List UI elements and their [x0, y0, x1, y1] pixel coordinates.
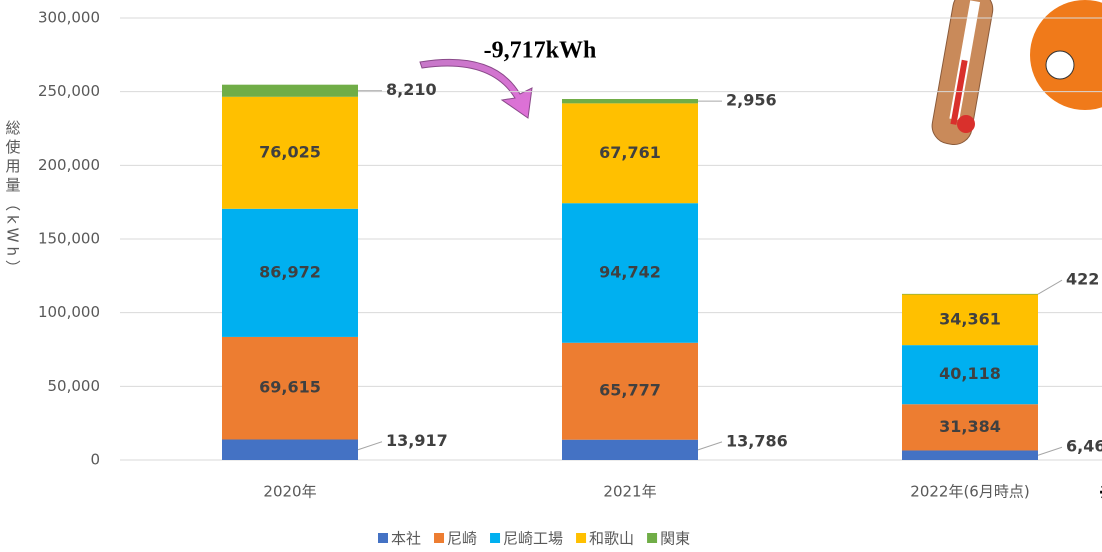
note: ※	[1098, 481, 1102, 506]
value-label: 13,917	[386, 431, 448, 450]
value-label: 76,025	[259, 142, 321, 161]
value-label: 2,956	[726, 91, 777, 110]
value-label: 40,118	[939, 364, 1001, 383]
y-tick-label: 300,000	[38, 9, 100, 27]
legend-swatch	[647, 533, 657, 543]
leader-line	[358, 442, 382, 450]
bar-segment	[902, 294, 1038, 295]
y-tick-label: 50,000	[48, 377, 101, 395]
legend-label: 和歌山	[589, 530, 634, 548]
value-label: 34,361	[939, 309, 1001, 328]
value-label: 94,742	[599, 262, 661, 281]
bar-segment	[562, 440, 698, 460]
value-label: 65,777	[599, 381, 661, 400]
y-tick-label: 0	[90, 451, 100, 469]
value-label: 86,972	[259, 262, 321, 281]
legend-label: 関東	[660, 530, 690, 548]
annotation: -9,717kWh	[484, 38, 597, 64]
value-label: 8,210	[386, 80, 437, 99]
leader-line	[1038, 447, 1062, 455]
y-tick-label: 150,000	[38, 230, 100, 248]
chart: 総使用量（kWh） -9,717kWh ※ 0 50,000 100,000 150,…	[0, 0, 1102, 552]
y-axis-label: 総使用量（kWh）	[4, 120, 22, 279]
y-tick-label: 200,000	[38, 156, 100, 174]
legend-swatch	[490, 533, 500, 543]
bar-segment	[902, 450, 1038, 460]
legend-label: 尼崎工場	[503, 530, 563, 548]
value-label: 6,466	[1066, 437, 1102, 456]
legend-label: 本社	[391, 530, 421, 548]
x-tick-label: 2020年	[263, 483, 316, 501]
bar-segment	[222, 85, 358, 97]
leader-line	[698, 442, 722, 450]
value-label: 69,615	[259, 378, 321, 397]
legend-label: 尼崎	[447, 530, 477, 548]
bar-segment	[562, 99, 698, 103]
leader-line	[1038, 280, 1062, 294]
x-tick-label: 2021年	[603, 483, 656, 501]
arrow	[420, 59, 532, 118]
y-tick-label: 250,000	[38, 82, 100, 100]
x-tick-label: 2022年(6月時点)	[910, 483, 1029, 501]
value-label: 13,786	[726, 431, 788, 450]
y-tick-label: 100,000	[38, 303, 100, 321]
value-label: 67,761	[599, 143, 661, 162]
bar-segment	[222, 439, 358, 460]
legend-swatch	[576, 533, 586, 543]
illustration	[929, 0, 1102, 147]
legend-swatch	[434, 533, 444, 543]
value-label: 422	[1066, 270, 1099, 289]
value-label: 31,384	[939, 417, 1001, 436]
legend-swatch	[378, 533, 388, 543]
